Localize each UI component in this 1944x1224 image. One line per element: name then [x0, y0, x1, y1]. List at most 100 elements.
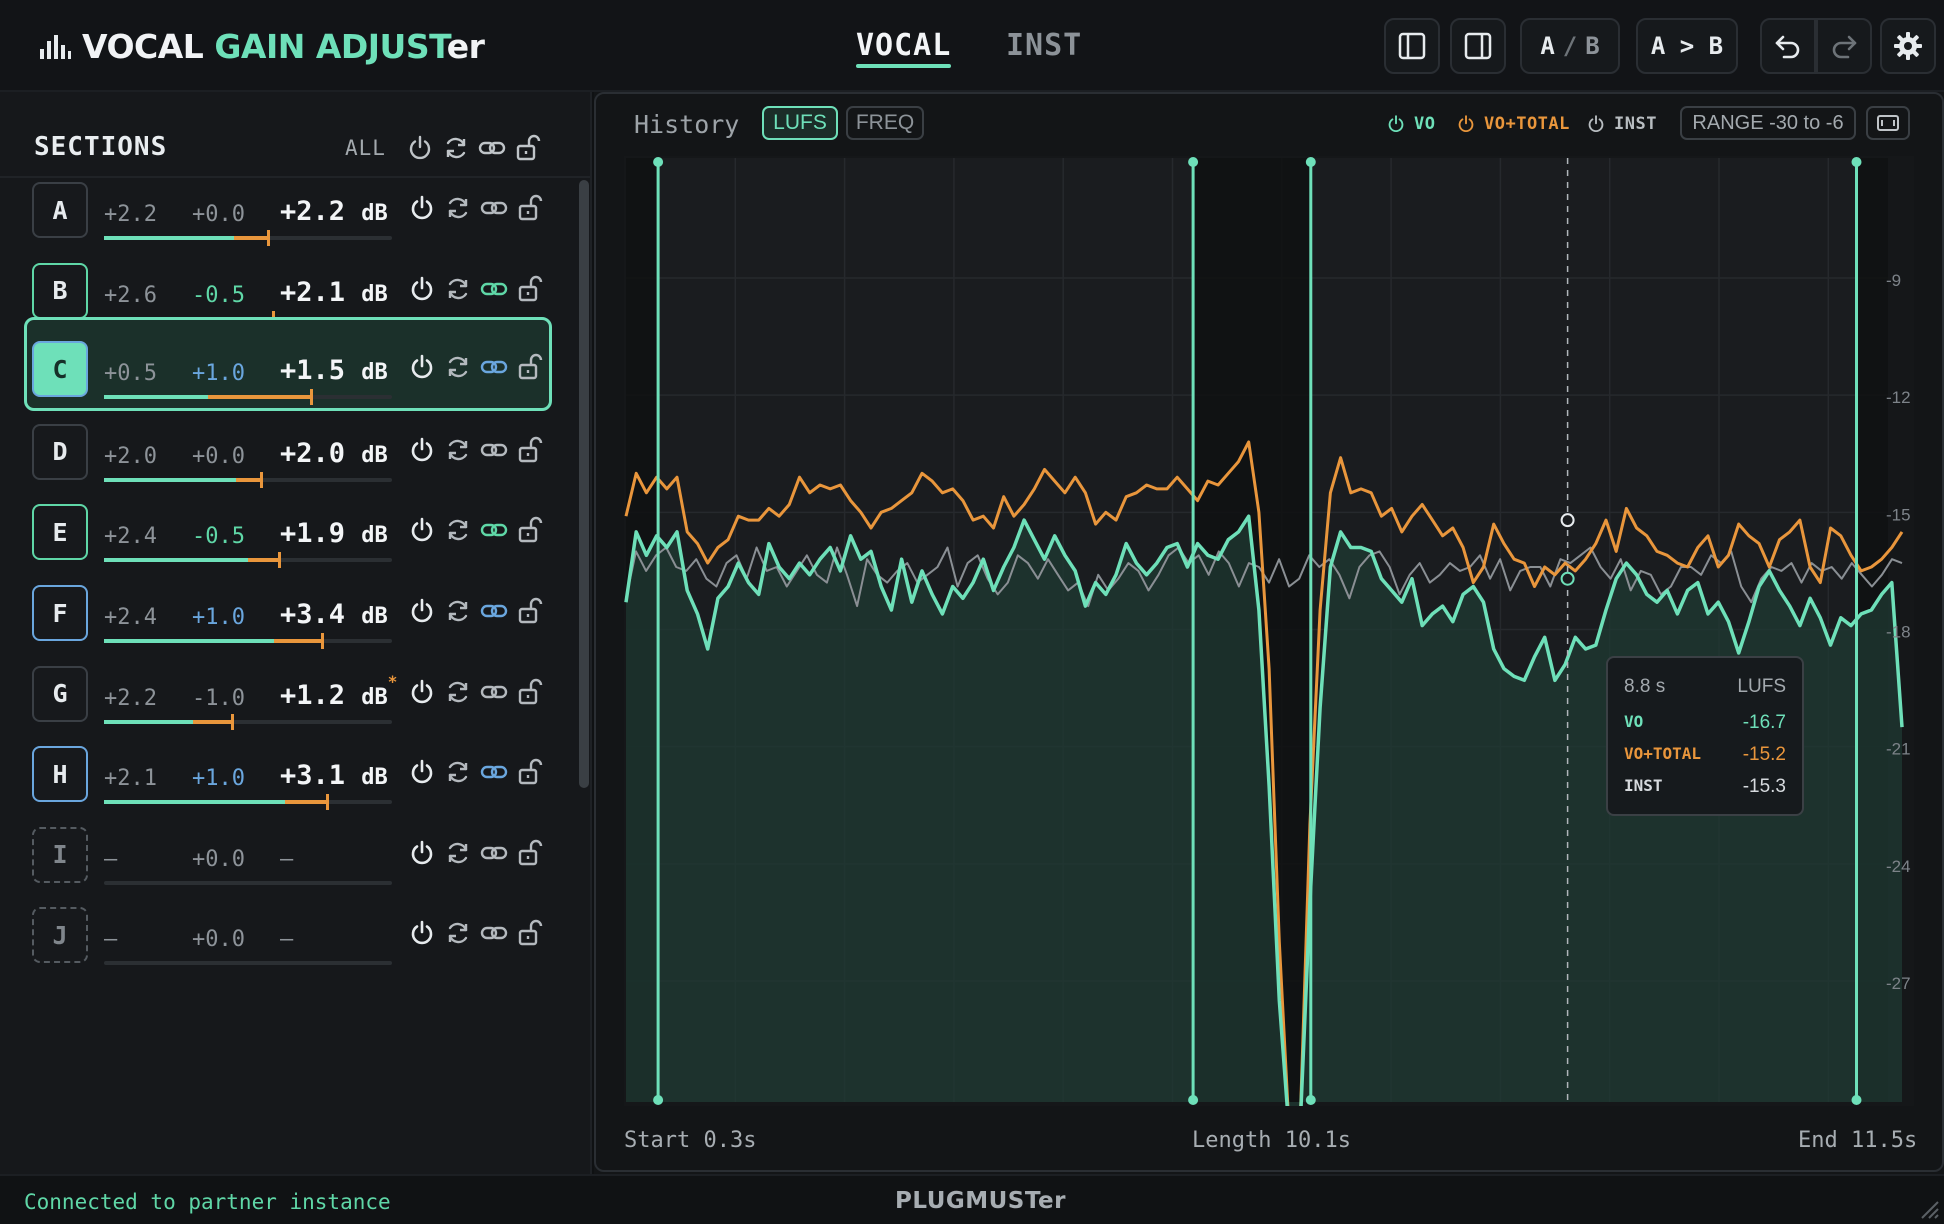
- section-offset-gain[interactable]: +1.0: [192, 766, 245, 792]
- copy-a-to-b-button[interactable]: A > B: [1636, 18, 1738, 74]
- section-power-button[interactable]: [404, 514, 440, 550]
- section-link-button[interactable]: [476, 917, 512, 953]
- section-badge[interactable]: E: [32, 504, 88, 561]
- section-offset-gain[interactable]: -1.0: [192, 685, 245, 711]
- section-badge[interactable]: C: [32, 341, 88, 398]
- section-row-g[interactable]: G +2.2 -1.0 +1.2 dB *: [24, 642, 552, 734]
- section-link-button[interactable]: [476, 595, 512, 631]
- section-offset-gain[interactable]: +0.0: [192, 846, 245, 872]
- section-reset-button[interactable]: [440, 917, 476, 953]
- section-row-j[interactable]: J – +0.0–: [24, 883, 552, 975]
- layout-left-panel-button[interactable]: [1384, 18, 1440, 74]
- ab-b-label: B: [1585, 32, 1600, 60]
- section-badge[interactable]: H: [32, 746, 88, 803]
- layout-right-panel-button[interactable]: [1450, 18, 1506, 74]
- section-link-button[interactable]: [476, 514, 512, 550]
- section-power-button[interactable]: [404, 917, 440, 953]
- section-link-button[interactable]: [476, 837, 512, 873]
- section-row-f[interactable]: F +2.4 +1.0 +3.4 dB: [24, 561, 552, 653]
- section-power-button[interactable]: [404, 595, 440, 631]
- section-offset-gain[interactable]: -0.5: [192, 524, 245, 550]
- section-power-button[interactable]: [404, 434, 440, 470]
- settings-button[interactable]: [1880, 18, 1936, 74]
- section-controls: [404, 192, 548, 228]
- section-reset-button[interactable]: [440, 676, 476, 712]
- section-reset-button[interactable]: [440, 351, 476, 387]
- section-link-button[interactable]: [476, 434, 512, 470]
- section-lock-button[interactable]: [512, 192, 548, 228]
- section-badge[interactable]: D: [32, 423, 88, 480]
- mode-freq-button[interactable]: FREQ: [846, 106, 924, 140]
- toggle-vo-total[interactable]: VO+TOTAL: [1456, 110, 1570, 138]
- toggle-vo[interactable]: VO: [1386, 110, 1435, 138]
- section-link-button[interactable]: [476, 676, 512, 712]
- section-lock-button[interactable]: [512, 434, 548, 470]
- section-offset-gain[interactable]: +1.0: [192, 605, 245, 630]
- tab-inst[interactable]: INST: [1006, 28, 1083, 63]
- sections-scrollbar[interactable]: [579, 180, 589, 788]
- refresh-icon: [444, 919, 472, 951]
- section-badge[interactable]: I: [32, 826, 88, 883]
- redo-button[interactable]: [1816, 18, 1872, 74]
- section-offset-gain[interactable]: -0.5: [192, 282, 245, 308]
- section-offset-gain[interactable]: +0.0: [192, 202, 245, 227]
- unlock-icon: [516, 678, 544, 710]
- ab-slash: /: [1562, 32, 1578, 60]
- section-power-button[interactable]: [404, 837, 440, 873]
- section-row-h[interactable]: H +2.1 +1.0 +3.1 dB: [24, 722, 552, 814]
- section-lock-button[interactable]: [512, 756, 548, 792]
- lufs-history-chart[interactable]: -9 -12 -15 -18 -21 -24 -27: [624, 156, 1914, 1106]
- range-selector[interactable]: RANGE -30 to -6: [1680, 106, 1856, 140]
- section-badge[interactable]: B: [32, 262, 88, 319]
- section-link-button[interactable]: [476, 273, 512, 309]
- section-reset-button[interactable]: [440, 837, 476, 873]
- global-power-button[interactable]: [402, 130, 438, 166]
- section-badge[interactable]: G: [32, 665, 88, 722]
- section-reset-button[interactable]: [440, 192, 476, 228]
- undo-button[interactable]: [1760, 18, 1816, 74]
- section-lock-button[interactable]: [512, 514, 548, 550]
- section-lock-button[interactable]: [512, 273, 548, 309]
- mode-lufs-button[interactable]: LUFS: [762, 106, 838, 140]
- section-power-button[interactable]: [404, 273, 440, 309]
- global-lock-button[interactable]: [510, 130, 546, 166]
- section-link-button[interactable]: [476, 351, 512, 387]
- global-reset-button[interactable]: [438, 130, 474, 166]
- link-icon: [480, 919, 508, 951]
- section-lock-button[interactable]: [512, 837, 548, 873]
- section-reset-button[interactable]: [440, 595, 476, 631]
- section-reset-button[interactable]: [440, 514, 476, 550]
- section-power-button[interactable]: [404, 351, 440, 387]
- section-row-c[interactable]: C +0.5 +1.0 +1.5 dB: [24, 317, 552, 412]
- section-lock-button[interactable]: [512, 917, 548, 953]
- section-lock-button[interactable]: [512, 351, 548, 387]
- section-reset-button[interactable]: [440, 434, 476, 470]
- section-link-button[interactable]: [476, 756, 512, 792]
- global-link-button[interactable]: [474, 130, 510, 166]
- tab-vocal[interactable]: VOCAL: [856, 26, 952, 68]
- expand-button[interactable]: [1866, 106, 1910, 140]
- section-badge[interactable]: F: [32, 585, 88, 641]
- section-lock-button[interactable]: [512, 676, 548, 712]
- section-power-button[interactable]: [404, 192, 440, 228]
- section-row-a[interactable]: A +2.2 +0.0 +2.2 dB: [24, 158, 552, 250]
- section-row-d[interactable]: D +2.0 +0.0 +2.0 dB: [24, 400, 552, 492]
- section-offset-gain[interactable]: +1.0: [192, 361, 245, 387]
- section-total-gain: +2.2 dB: [280, 196, 388, 227]
- section-row-e[interactable]: E +2.4 -0.5 +1.9 dB: [24, 480, 552, 572]
- section-offset-gain[interactable]: +0.0: [192, 927, 245, 953]
- section-row-i[interactable]: I – +0.0–: [24, 803, 552, 895]
- section-reset-button[interactable]: [440, 273, 476, 309]
- meter-offset-fill: [274, 639, 323, 643]
- section-badge[interactable]: A: [32, 182, 88, 238]
- section-lock-button[interactable]: [512, 595, 548, 631]
- toggle-inst[interactable]: INST: [1586, 110, 1657, 138]
- section-power-button[interactable]: [404, 756, 440, 792]
- ab-toggle-button[interactable]: A / B: [1520, 18, 1620, 74]
- section-power-button[interactable]: [404, 676, 440, 712]
- section-offset-gain[interactable]: +0.0: [192, 443, 245, 469]
- resize-grip-icon[interactable]: [1916, 1196, 1940, 1220]
- section-link-button[interactable]: [476, 192, 512, 228]
- section-badge[interactable]: J: [32, 907, 88, 964]
- section-reset-button[interactable]: [440, 756, 476, 792]
